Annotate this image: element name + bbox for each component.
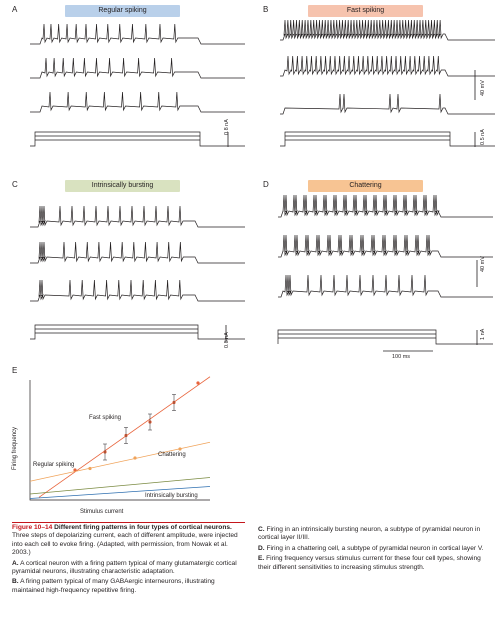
trace-c-1: [30, 205, 245, 228]
caption-rule-left: [12, 522, 245, 523]
caption-item-c-text: Firing in an intrinsically bursting neur…: [258, 526, 481, 542]
trace-c-3: [30, 279, 245, 302]
regular-spiking-line: [29, 477, 211, 495]
panel-letter-e: E: [12, 366, 18, 375]
x-axis-label: Stimulus current: [80, 509, 124, 515]
trace-a-2: [30, 57, 245, 79]
voltage-traces-regular-spiking: [30, 23, 245, 147]
trace-d-2: [278, 234, 493, 258]
fast-spiking-line: [38, 376, 211, 498]
current-scale-b: 0.5 nA: [480, 129, 486, 145]
caption-item-b: B. A firing pattern typical of many GABA…: [12, 578, 246, 595]
label-chattering: Chattering: [158, 452, 186, 458]
caption-item-d: D. Firing in a chattering cell, a subtyp…: [258, 545, 490, 553]
label-fast-spiking: Fast spiking: [89, 415, 122, 421]
current-scale-d: 1 nA: [480, 328, 486, 340]
intrinsically-bursting-line: [29, 486, 211, 499]
caption-item-e-text: Firing frequency versus stimulus current…: [258, 555, 481, 571]
caption-item-e-letter: E.: [258, 555, 265, 563]
voltage-scale-b: 40 mV: [480, 80, 486, 96]
caption-item-e: E. Firing frequency versus stimulus curr…: [258, 555, 490, 572]
error-bar: [172, 394, 176, 411]
panel-letter-b: B: [263, 5, 269, 14]
caption-figure-title: Different firing patterns in four types …: [54, 524, 232, 531]
label-intrinsically-bursting: Intrinsically bursting: [145, 493, 198, 499]
trace-a-3: [30, 91, 245, 113]
trace-b-2: [280, 55, 495, 77]
current-scale-c: 0.8 nA: [224, 332, 230, 348]
caption-item-a-letter: A.: [12, 559, 19, 567]
trace-d-3: [278, 274, 493, 298]
firing-frequency-chart: [29, 376, 211, 501]
trace-b-3: [280, 93, 495, 115]
caption-figure-body: Three steps of depolarizing current, eac…: [12, 532, 238, 557]
error-bar: [124, 427, 128, 444]
caption-item-d-text: Firing in a chattering cell, a subtype o…: [266, 544, 484, 552]
current-step-b-1: [280, 131, 495, 147]
panel-title-regular-spiking: Regular spiking: [65, 5, 180, 17]
time-scale-d: 100 ms: [392, 354, 411, 360]
panel-letter-a: A: [12, 5, 18, 14]
caption-item-d-letter: D.: [258, 544, 265, 552]
caption-item-b-text: A firing pattern typical of many GABAerg…: [12, 578, 215, 594]
axis-lines: [29, 380, 210, 501]
current-scale-a: 0.8 nA: [224, 119, 230, 135]
caption-item-b-letter: B.: [12, 578, 19, 586]
voltage-traces-fast-spiking: [280, 19, 495, 147]
caption-item-c-letter: C.: [258, 526, 265, 533]
voltage-traces-intrinsically-bursting: [30, 205, 245, 342]
panel-letter-d: D: [263, 180, 269, 189]
y-axis-label: Firing frequency: [12, 426, 18, 470]
current-step-a-1: [30, 131, 245, 147]
caption-item-a-text: A cortical neuron with a firing pattern …: [12, 559, 237, 576]
error-bar: [148, 413, 152, 431]
trace-b-1: [280, 19, 495, 41]
chattering-point: [133, 456, 137, 460]
chattering-point: [178, 447, 182, 451]
trace-d-1: [278, 194, 493, 218]
panel-title-chattering: Chattering: [308, 180, 423, 192]
caption-right: C. Firing in an intrinsically bursting n…: [258, 526, 490, 572]
caption-left: Figure 10–14 Different firing patterns i…: [12, 524, 246, 595]
caption-figure-number: Figure 10–14: [12, 524, 53, 531]
current-step-c-1: [30, 324, 245, 340]
panel-letter-c: C: [12, 180, 18, 189]
caption-figure-heading: Figure 10–14 Different firing patterns i…: [12, 524, 246, 558]
voltage-scale-d: 40 mV: [480, 256, 486, 272]
voltage-traces-chattering: [277, 194, 493, 352]
caption-item-c: C. Firing in an intrinsically bursting n…: [258, 526, 490, 543]
trace-a-1: [30, 23, 245, 45]
label-regular-spiking: Regular spiking: [33, 462, 75, 468]
panel-title-fast-spiking: Fast spiking: [308, 5, 423, 17]
panel-title-intrinsically-bursting: Intrinsically bursting: [65, 180, 180, 192]
caption-item-a: A. A cortical neuron with a firing patte…: [12, 560, 246, 577]
fast-spiking-point: [73, 468, 77, 472]
current-step-d-1: [277, 329, 493, 345]
trace-c-2: [30, 241, 245, 264]
chattering-point: [88, 466, 92, 471]
fast-spiking-point: [196, 381, 200, 385]
error-bar: [103, 443, 107, 461]
